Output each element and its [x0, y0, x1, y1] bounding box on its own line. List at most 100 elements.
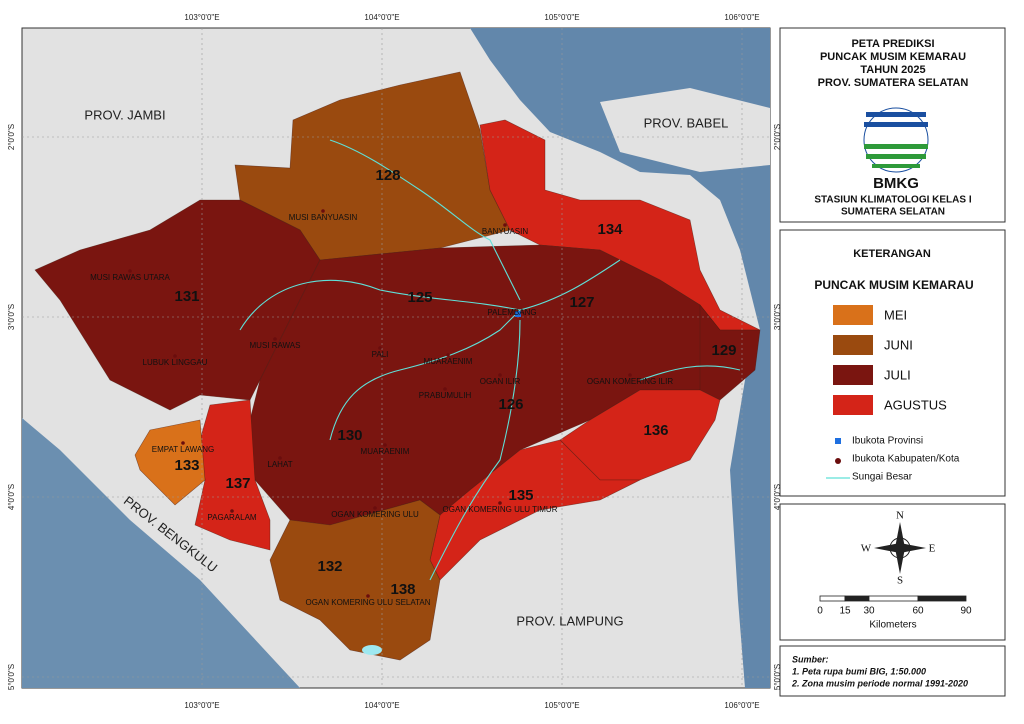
legend-subheading: PUNCAK MUSIM KEMARAU	[814, 278, 973, 292]
source-box	[779, 645, 1006, 697]
district-capital	[173, 354, 177, 358]
district-label: OGAN KOMERING ULU TIMUR	[443, 505, 558, 514]
compass-ring	[889, 537, 911, 559]
legend-symbol-label: Sungai Besar	[852, 472, 913, 483]
logo-band	[872, 164, 920, 168]
longitude-label: 105°0'0"E	[544, 701, 579, 710]
district-capital	[230, 509, 234, 513]
scale-unit: Kilometers	[869, 620, 916, 631]
zone-number: 126	[498, 396, 523, 413]
logo-band	[866, 154, 926, 159]
logo-band	[866, 112, 926, 117]
latitude-label: 5°0'0"S	[7, 664, 16, 690]
scale-segment	[844, 595, 870, 602]
district-capital	[278, 456, 282, 460]
map-title: PETA PREDIKSI	[851, 38, 934, 50]
source-item: 2. Zona musim periode normal 1991-2020	[791, 678, 968, 688]
zone-area-agustus	[429, 439, 641, 581]
source-heading: Sumber:	[792, 654, 829, 664]
province-label: PROV. LAMPUNG	[516, 613, 623, 628]
district-capital	[498, 373, 502, 377]
district-label: EMPAT LAWANG	[152, 445, 215, 454]
zone-number: 136	[643, 422, 668, 439]
province-capital	[515, 311, 521, 317]
longitude-label: 104°0'0"E	[364, 701, 399, 710]
map-title: TAHUN 2025	[860, 64, 925, 76]
agency-name: BMKG	[873, 175, 919, 192]
legend-symbol	[835, 458, 841, 464]
zone-number: 132	[317, 558, 342, 575]
district-capital	[628, 373, 632, 377]
longitude-label: 103°0'0"E	[184, 701, 219, 710]
longitude-label: 103°0'0"E	[184, 13, 219, 22]
river	[429, 319, 521, 581]
latitude-label: 4°0'0"S	[7, 484, 16, 510]
zone-number: 135	[508, 487, 533, 504]
compass-label: S	[897, 575, 903, 587]
sea-east	[470, 28, 770, 688]
compass-star	[874, 543, 926, 553]
lake	[362, 645, 382, 655]
map-title: PROV. SUMATERA SELATAN	[818, 77, 969, 89]
compass-label: N	[896, 510, 904, 522]
district-label: LUBUK LINGGAU	[143, 358, 208, 367]
scale-bar	[819, 595, 967, 602]
map-frame	[21, 27, 771, 689]
district-label: OGAN KOMERING ILIR	[587, 377, 673, 386]
scale-segment	[917, 595, 967, 602]
district-label: OGAN KOMERING ULU SELATAN	[305, 598, 430, 607]
station-name: SUMATERA SELATAN	[841, 207, 945, 218]
district-label: MUSI RAWAS	[250, 341, 301, 350]
zone-number: 131	[174, 288, 199, 305]
district-label: OGAN ILIR	[480, 377, 521, 386]
river	[639, 365, 741, 381]
source-item: 1. Peta rupa bumi BIG, 1:50.000	[792, 666, 926, 676]
district-capital	[366, 594, 370, 598]
bmkg-logo	[863, 107, 929, 173]
logo-band	[864, 144, 928, 149]
district-capital	[383, 443, 387, 447]
scale-tick-label: 15	[839, 606, 851, 617]
latitude-label: 2°0'0"S	[7, 124, 16, 150]
scale-segment	[819, 595, 846, 602]
legend-symbol-label: Ibukota Provinsi	[852, 436, 923, 447]
district-capital	[273, 337, 277, 341]
zone-area-juni	[269, 499, 441, 661]
latitude-label: 3°0'0"S	[7, 304, 16, 330]
latitude-label: 2°0'0"S	[773, 124, 782, 150]
scale-tick-label: 90	[960, 606, 972, 617]
district-label: LAHAT	[267, 460, 292, 469]
district-capital	[503, 223, 507, 227]
province-label: PROV. BABEL	[644, 115, 729, 130]
zone-number: 128	[375, 167, 400, 184]
district-label: BANYUASIN	[482, 227, 528, 236]
zone-area-mei	[134, 419, 206, 506]
legend-class: MEI	[884, 307, 907, 322]
province-label: PROV. JAMBI	[84, 107, 165, 122]
compass-label: E	[929, 543, 936, 555]
legend-class: JULI	[884, 367, 911, 382]
legend-swatch	[833, 365, 873, 385]
sea-west	[22, 418, 300, 688]
latitude-label: 4°0'0"S	[773, 484, 782, 510]
river	[329, 139, 521, 301]
district-capital	[498, 501, 502, 505]
longitude-label: 106°0'0"E	[724, 13, 759, 22]
map-title: PUNCAK MUSIM KEMARAU	[820, 51, 966, 63]
legend-symbol	[835, 438, 841, 444]
scale-tick-label: 0	[817, 606, 823, 617]
island-babel	[600, 88, 770, 172]
zone-number: 134	[597, 221, 623, 238]
district-capital	[181, 441, 185, 445]
district-capital	[443, 387, 447, 391]
legend-swatch	[833, 305, 873, 325]
zone-number: 129	[711, 342, 736, 359]
district-label: OGAN KOMERING ULU	[331, 510, 419, 519]
zone-number: 125	[407, 289, 432, 306]
logo-band	[864, 122, 928, 127]
district-label: MUARAENIM	[424, 357, 473, 366]
scale-tick-label: 30	[863, 606, 875, 617]
legend-class: JUNI	[884, 337, 913, 352]
